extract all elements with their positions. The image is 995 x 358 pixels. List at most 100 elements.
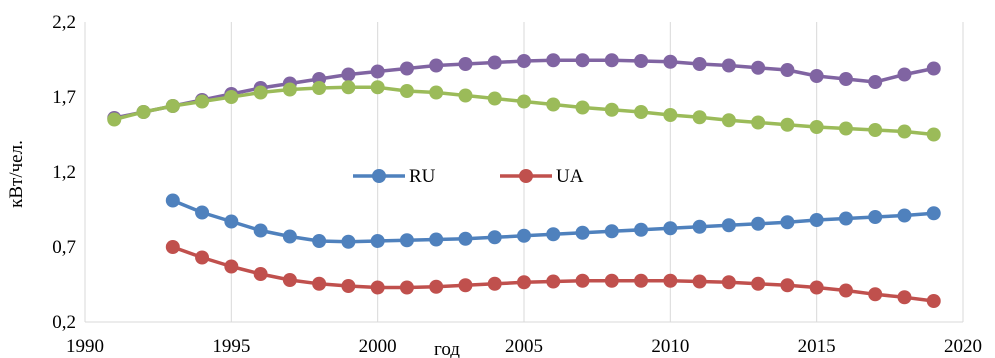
data-point — [575, 273, 590, 288]
x-tick-label: 2010 — [651, 336, 689, 357]
data-point — [634, 273, 649, 288]
x-tick-label: 2015 — [798, 336, 836, 357]
x-tick-label: 2020 — [944, 336, 982, 357]
data-point — [399, 280, 414, 295]
data-point — [634, 222, 649, 237]
data-point — [312, 81, 327, 95]
legend-item-ua: UA — [500, 166, 584, 187]
legend-label: RU — [409, 166, 436, 187]
y-axis-title: кВт/чел. — [6, 140, 27, 208]
data-point — [926, 127, 941, 142]
data-point — [487, 55, 502, 70]
data-point — [546, 227, 561, 242]
data-point — [195, 250, 210, 265]
data-point — [897, 290, 912, 305]
series-ru — [165, 193, 941, 249]
x-tick-label: 2000 — [359, 336, 397, 357]
data-point — [165, 240, 180, 254]
data-point — [868, 123, 883, 137]
legend-marker — [519, 169, 533, 183]
data-point — [721, 113, 736, 128]
data-point — [282, 82, 297, 97]
data-point — [809, 213, 824, 227]
data-point — [780, 278, 795, 293]
data-point — [341, 67, 356, 82]
data-point — [604, 224, 619, 239]
y-tick-label: 0,7 — [52, 237, 76, 258]
data-point — [282, 229, 297, 244]
data-point — [692, 110, 707, 125]
data-point — [868, 75, 883, 89]
data-point — [692, 57, 707, 71]
data-point — [224, 214, 239, 229]
data-point — [517, 94, 531, 109]
data-point — [663, 273, 678, 288]
data-point — [926, 61, 941, 76]
data-point — [429, 279, 444, 294]
data-point — [751, 276, 766, 291]
y-tick-label: 2,2 — [52, 12, 76, 33]
data-point — [165, 99, 180, 113]
data-point — [341, 279, 356, 293]
data-point — [809, 69, 824, 83]
y-tick-label: 1,7 — [52, 87, 76, 108]
legend-label: UA — [556, 166, 584, 187]
data-point — [721, 218, 736, 233]
data-point — [282, 273, 297, 287]
data-point — [458, 57, 473, 71]
data-point — [341, 234, 356, 249]
data-point — [429, 58, 444, 73]
data-point — [838, 283, 853, 298]
data-point — [224, 259, 239, 274]
data-point — [399, 233, 414, 248]
x-tick-label: 1990 — [66, 336, 104, 357]
data-point — [458, 231, 473, 246]
data-point — [868, 210, 883, 224]
data-point — [634, 54, 649, 68]
data-point — [838, 211, 853, 226]
data-point — [663, 221, 678, 236]
data-point — [253, 267, 268, 281]
data-point — [634, 105, 649, 119]
data-point — [517, 228, 531, 243]
data-point — [312, 234, 327, 248]
data-point — [370, 234, 385, 248]
data-point — [575, 225, 590, 240]
data-point — [926, 206, 941, 221]
data-point — [751, 216, 766, 231]
data-point — [341, 80, 356, 95]
data-point — [224, 90, 239, 104]
data-point — [575, 100, 590, 115]
data-point — [868, 287, 883, 302]
data-point — [429, 232, 444, 247]
data-point — [487, 276, 502, 291]
data-point — [136, 105, 151, 119]
x-tick-label: 1995 — [212, 336, 250, 357]
data-point — [838, 72, 853, 86]
data-point — [663, 54, 678, 69]
data-point — [370, 64, 385, 79]
data-point — [751, 115, 766, 130]
data-point — [897, 67, 912, 82]
data-point — [809, 120, 824, 134]
y-tick-label: 1,2 — [52, 162, 76, 183]
data-point — [809, 280, 824, 295]
data-point — [780, 215, 795, 230]
series-unlabeled-1 — [107, 80, 941, 142]
data-point — [312, 276, 327, 291]
data-point — [370, 80, 385, 95]
series-group — [107, 53, 941, 308]
data-point — [692, 219, 707, 234]
data-point — [897, 208, 912, 223]
data-point — [692, 274, 707, 289]
data-point — [487, 91, 502, 106]
data-point — [546, 97, 561, 112]
data-point — [253, 85, 268, 100]
y-tick-labels: 0,2 0,7 1,2 1,7 2,2 — [52, 12, 76, 333]
data-point — [165, 193, 180, 208]
data-point — [195, 94, 210, 109]
data-point — [107, 112, 122, 127]
data-point — [780, 63, 795, 77]
data-point — [663, 108, 678, 122]
